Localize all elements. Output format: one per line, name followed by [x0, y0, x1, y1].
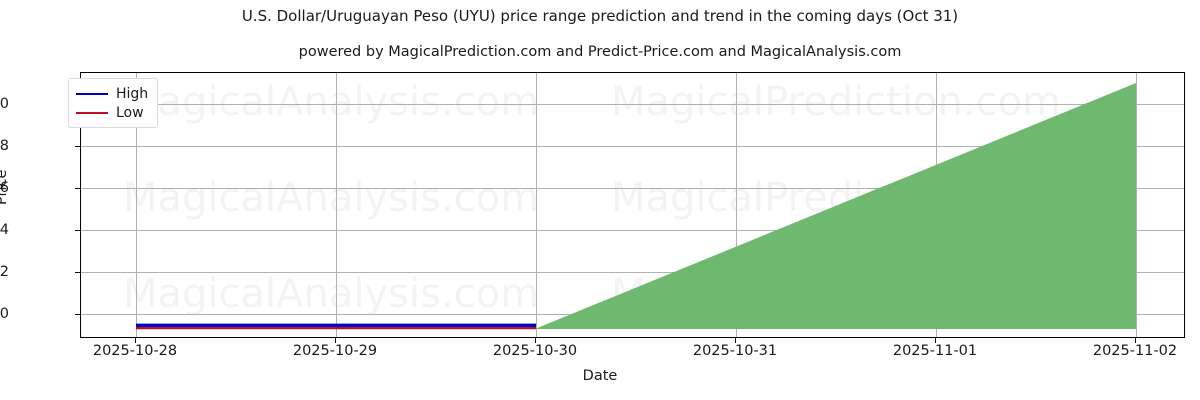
legend-item-low[interactable]: Low [76, 103, 148, 122]
legend-item-high[interactable]: High [76, 84, 148, 103]
gridline-horizontal-44 [81, 230, 1184, 231]
y-tick-label-40: 40 [0, 306, 9, 322]
gridline-vertical-2025-10-28 [136, 73, 137, 337]
y-tick-mark [75, 230, 80, 231]
chart-legend: High Low [68, 78, 159, 128]
y-tick-mark [75, 314, 80, 315]
gridline-vertical-2025-10-31 [736, 73, 737, 337]
x-tick-mark [735, 338, 736, 343]
x-tick-mark [535, 338, 536, 343]
chart-title: U.S. Dollar/Uruguayan Peso (UYU) price r… [241, 7, 959, 25]
x-tick-mark [135, 338, 136, 343]
gridline-vertical-2025-10-30 [536, 73, 537, 337]
gridline-horizontal-42 [81, 272, 1184, 273]
y-tick-label-44: 44 [0, 222, 9, 238]
x-tick-label-2025-10-31: 2025-10-31 [692, 343, 778, 359]
gridline-horizontal-46 [81, 188, 1184, 189]
y-tick-mark [75, 188, 80, 189]
gridline-horizontal-48 [81, 146, 1184, 147]
legend-label-high: High [116, 85, 149, 102]
x-tick-label-2025-10-29: 2025-10-29 [292, 343, 378, 359]
gridline-horizontal-50 [81, 104, 1184, 105]
y-tick-mark [75, 272, 80, 273]
x-tick-label-2025-11-02: 2025-11-02 [1092, 343, 1178, 359]
x-tick-mark [335, 338, 336, 343]
x-axis-label: Date [582, 368, 618, 384]
y-tick-mark [75, 146, 80, 147]
legend-label-low: Low [116, 104, 144, 121]
x-tick-label-2025-10-28: 2025-10-28 [92, 343, 178, 359]
x-tick-mark [1135, 338, 1136, 343]
trend-range-area [536, 83, 1136, 329]
y-tick-label-42: 42 [0, 264, 9, 280]
legend-swatch-low-icon [76, 111, 108, 114]
y-tick-label-46: 46 [0, 180, 9, 196]
gridline-vertical-2025-10-29 [336, 73, 337, 337]
x-tick-label-2025-11-01: 2025-11-01 [892, 343, 978, 359]
legend-swatch-high-icon [76, 92, 108, 95]
x-tick-label-2025-10-30: 2025-10-30 [492, 343, 578, 359]
plot-area: MagicalAnalysis.com MagicalPrediction.co… [80, 72, 1185, 338]
series-layer [136, 83, 1136, 330]
chart-subtitle: powered by MagicalPrediction.com and Pre… [298, 44, 902, 60]
y-tick-label-48: 48 [0, 138, 9, 154]
gridline-vertical-2025-11-02 [1136, 73, 1137, 337]
x-tick-mark [935, 338, 936, 343]
y-tick-label-50: 50 [0, 96, 9, 112]
